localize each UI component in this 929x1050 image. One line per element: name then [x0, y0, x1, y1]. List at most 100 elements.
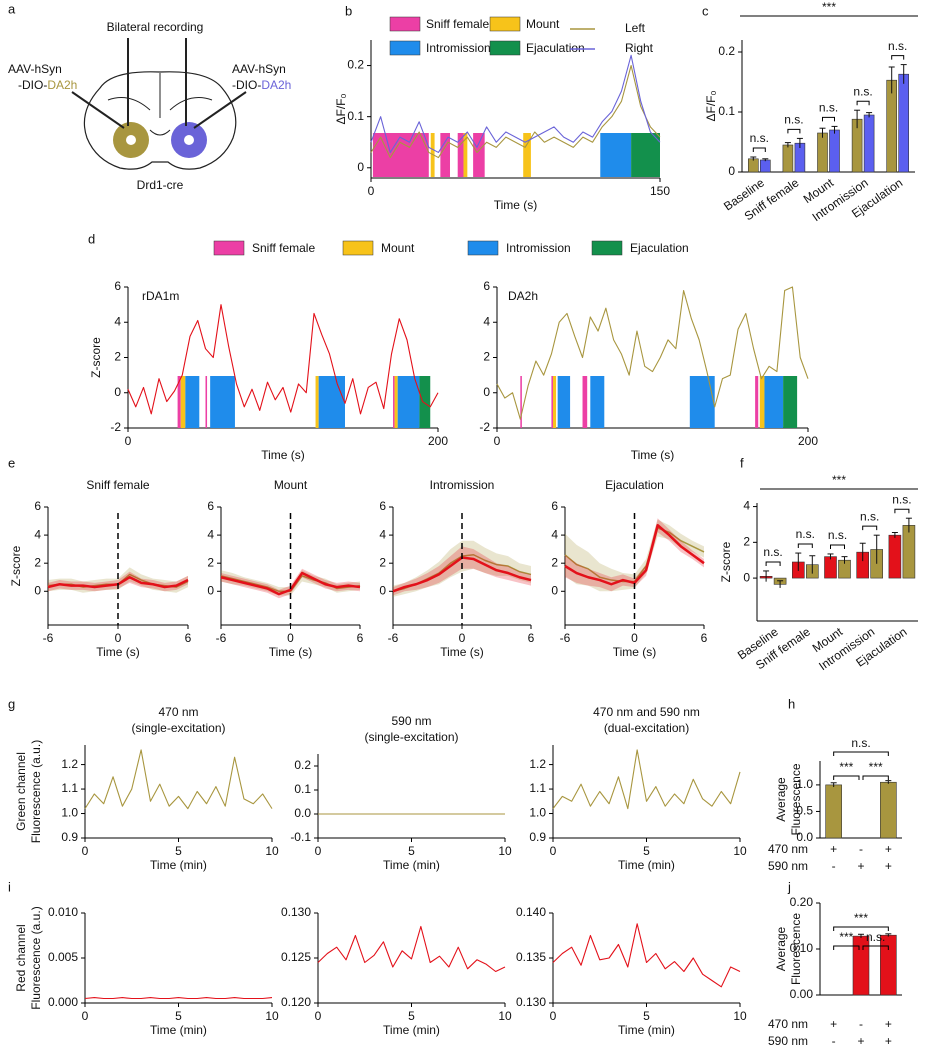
trace [84, 997, 273, 1000]
y-axis-label: Average [774, 926, 788, 971]
y-tick-label: 6 [379, 499, 386, 513]
legend-label: Ejaculation [630, 241, 689, 255]
row-label: 590 nm [768, 1034, 808, 1048]
bar [747, 158, 759, 173]
y-tick-label: 0 [357, 160, 364, 174]
sig-label: n.s. [796, 527, 815, 541]
x-axis-label: Time (s) [494, 198, 538, 212]
x-tick-label: 10 [498, 844, 512, 858]
sig-label: n.s. [819, 101, 838, 115]
x-axis-label: Time (s) [261, 448, 305, 462]
x-tick-label: -6 [388, 631, 399, 645]
trace [370, 54, 661, 153]
y-tick-label: 0.1 [294, 782, 311, 796]
x-tick-label: 200 [798, 434, 818, 448]
row-sign: - [859, 842, 863, 856]
sig-label: n.s. [892, 492, 911, 506]
y-tick-label: 0.010 [48, 905, 78, 919]
row-label: 470 nm [768, 842, 808, 856]
y-tick-label: 4 [483, 314, 490, 328]
y-tick-label: 0.2 [718, 44, 735, 58]
y-tick-label: 0.135 [516, 950, 546, 964]
x-tick-label: -6 [560, 631, 571, 645]
row-sign: + [857, 1034, 864, 1048]
row-sign: + [857, 859, 864, 873]
y-tick-label: 6 [551, 499, 558, 513]
sig-label: n.s. [784, 113, 803, 127]
trace [127, 304, 439, 415]
x-tick-label: 5 [408, 844, 415, 858]
y-axis-label: Z-score [9, 545, 23, 586]
y-tick-label: 0.005 [48, 950, 78, 964]
y-tick-label: 2 [34, 555, 41, 569]
event-block [419, 376, 431, 428]
y-tick-label: 1.2 [529, 757, 546, 771]
x-tick-label: 0 [287, 631, 294, 645]
sig-bracket [797, 543, 813, 549]
trace-label: rDA1m [142, 289, 179, 303]
y-axis-label: Average [774, 777, 788, 822]
x-tick-label: 5 [175, 1009, 182, 1023]
y-tick-label: 1.0 [796, 777, 813, 791]
y-tick-label: 6 [34, 499, 41, 513]
y-tick-label: 0.2 [294, 758, 311, 772]
legend-swatch [591, 240, 623, 256]
sig-bracket [833, 775, 860, 780]
y-tick-label: 0.130 [281, 905, 311, 919]
event-block [205, 376, 208, 428]
event-block [473, 133, 485, 177]
sensor-label: DA2h [47, 78, 77, 92]
chart-subtitle: (single-excitation) [364, 730, 458, 744]
x-tick-label: 0 [550, 844, 557, 858]
event-block [185, 376, 200, 428]
diagram-title: Bilateral recording [107, 20, 204, 34]
y-tick-label: 0.9 [61, 830, 78, 844]
y-tick-label: 6 [114, 279, 121, 293]
legend-label: Sniff female [252, 241, 315, 255]
y-tick-label: 0 [551, 583, 558, 597]
row-label: 470 nm [768, 1017, 808, 1031]
y-tick-label: 0 [207, 583, 214, 597]
legend-swatch [389, 16, 421, 32]
sig-label: n.s. [888, 39, 907, 53]
row-sign: - [859, 1017, 863, 1031]
y-tick-label: 1.1 [61, 781, 78, 795]
optic-fibers [71, 38, 247, 129]
legend-swatch [489, 16, 521, 32]
sig-label: n.s. [866, 930, 885, 944]
sig-label: n.s. [860, 509, 879, 523]
legend-swatch [342, 240, 374, 256]
sig-label: *** [832, 473, 846, 487]
x-tick-label: 200 [428, 434, 448, 448]
sig-bracket [862, 775, 889, 780]
x-tick-label: 10 [498, 1009, 512, 1023]
event-block [590, 376, 605, 428]
event-block [582, 376, 588, 428]
y-tick-label: 0 [379, 583, 386, 597]
trace [220, 575, 361, 593]
y-tick-label: 2 [743, 535, 750, 549]
legend-swatch [213, 240, 245, 256]
event-block [557, 376, 571, 428]
y-tick-label: 0.00 [790, 987, 814, 1001]
y-tick-label: 6 [483, 279, 490, 293]
sig-bracket [833, 751, 889, 756]
brain-structure [107, 73, 213, 136]
y-tick-label: 0.130 [516, 995, 546, 1009]
event-block [393, 376, 395, 428]
y-tick-label: 0.000 [48, 995, 78, 1009]
chart-subtitle: (single-excitation) [131, 721, 225, 735]
row-label: 590 nm [768, 859, 808, 873]
x-tick-label: 0 [115, 631, 122, 645]
legend-label: Right [625, 41, 654, 55]
trace [496, 286, 809, 420]
sig-bracket [833, 926, 889, 931]
trace [552, 749, 741, 810]
bar [852, 935, 870, 996]
legend-label: Ejaculation [526, 41, 585, 55]
x-tick-label: 5 [408, 1009, 415, 1023]
x-axis-label: Time (s) [440, 645, 484, 659]
legend-label: Left [625, 21, 646, 35]
y-tick-label: 0 [743, 570, 750, 584]
